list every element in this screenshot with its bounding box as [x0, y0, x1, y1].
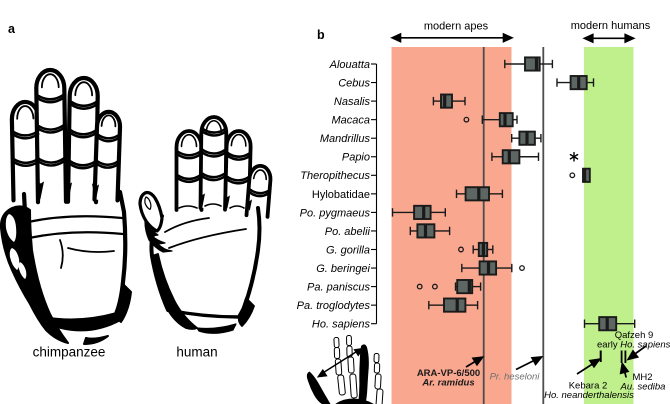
- svg-text:ARA-VP-6/500: ARA-VP-6/500: [417, 368, 480, 379]
- svg-text:Po. abelii: Po. abelii: [325, 226, 371, 238]
- svg-text:Au. sediba: Au. sediba: [620, 382, 666, 393]
- svg-text:Papio: Papio: [342, 152, 370, 164]
- svg-text:G. beringei: G. beringei: [316, 263, 370, 275]
- svg-text:human: human: [176, 345, 217, 360]
- svg-text:Pa. troglodytes: Pa. troglodytes: [297, 300, 371, 312]
- svg-text:Macaca: Macaca: [331, 115, 370, 127]
- svg-text:Hylobatidae: Hylobatidae: [312, 189, 370, 201]
- svg-text:b: b: [317, 28, 325, 42]
- svg-text:Alouatta: Alouatta: [329, 59, 370, 71]
- svg-text:G. gorilla: G. gorilla: [326, 244, 370, 256]
- svg-text:Theropithecus: Theropithecus: [300, 170, 370, 182]
- svg-text:Pa. paniscus: Pa. paniscus: [307, 282, 370, 294]
- svg-text:Mandrillus: Mandrillus: [320, 133, 371, 145]
- svg-text:Ar. ramidus: Ar. ramidus: [421, 378, 474, 389]
- svg-text:Nasalis: Nasalis: [334, 96, 371, 108]
- svg-text:Qafzeh 9: Qafzeh 9: [615, 330, 654, 341]
- svg-text:MH2: MH2: [632, 372, 652, 383]
- svg-text:Cebus: Cebus: [338, 78, 370, 90]
- svg-text:Po. pygmaeus: Po. pygmaeus: [300, 207, 371, 219]
- svg-text:Pr. heseloni: Pr. heseloni: [490, 372, 541, 383]
- svg-text:Ho. sapiens: Ho. sapiens: [312, 319, 371, 331]
- svg-text:a: a: [8, 22, 16, 36]
- svg-text:modern humans: modern humans: [571, 20, 651, 32]
- svg-text:chimpanzee: chimpanzee: [33, 345, 106, 360]
- svg-text:Kebara 2: Kebara 2: [569, 381, 608, 392]
- svg-text:Ho. neanderthalensis: Ho. neanderthalensis: [544, 390, 634, 401]
- svg-text:modern apes: modern apes: [424, 21, 489, 33]
- svg-text:early Ho. sapiens: early Ho. sapiens: [597, 340, 670, 351]
